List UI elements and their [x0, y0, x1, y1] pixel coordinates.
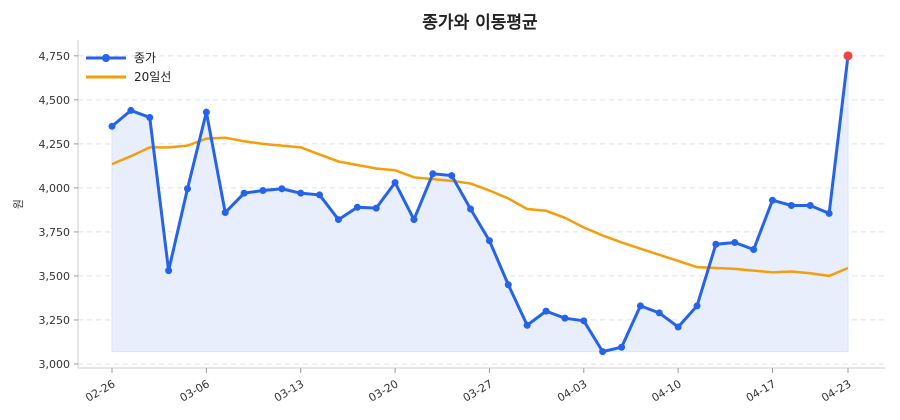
- x-tick-label: 03-06: [178, 377, 212, 404]
- x-tick-label: 04-17: [744, 377, 778, 404]
- x-tick-label: 04-10: [649, 377, 683, 404]
- close-marker: [448, 172, 456, 180]
- x-ticks: 02-26 03-06 03-13 03-20 03-27 04-03 04-10 04-17…: [83, 368, 854, 405]
- x-tick-label: 03-20: [366, 377, 400, 404]
- close-marker: [542, 307, 550, 315]
- close-marker: [165, 267, 173, 275]
- close-marker: [636, 302, 644, 310]
- close-marker: [316, 191, 324, 199]
- close-marker: [825, 209, 833, 217]
- close-marker: [561, 314, 569, 322]
- y-tick-label: 3,250: [39, 314, 71, 327]
- y-tick-label: 4,750: [39, 50, 71, 63]
- y-tick-label: 4,500: [39, 94, 71, 107]
- close-marker: [240, 189, 248, 197]
- legend-ma-label: 20일선: [134, 70, 171, 84]
- y-axis-label: 원: [12, 199, 25, 209]
- legend-close-marker: [102, 54, 110, 62]
- x-tick-label: 03-27: [461, 377, 495, 404]
- close-marker: [523, 321, 531, 329]
- y-tick-label: 4,000: [39, 182, 71, 195]
- close-marker: [183, 185, 191, 193]
- series-lines: [111, 55, 850, 354]
- y-tick-label: 4,250: [39, 138, 71, 151]
- close-marker: [750, 246, 758, 254]
- close-marker: [202, 108, 210, 116]
- close-marker: [108, 122, 116, 130]
- close-marker: [806, 201, 814, 209]
- x-tick-label: 04-03: [555, 377, 589, 404]
- close-marker: [618, 343, 626, 351]
- close-marker: [787, 201, 795, 209]
- legend-close-label: 종가: [134, 51, 156, 65]
- close-marker: [580, 317, 588, 325]
- close-marker: [769, 196, 777, 204]
- y-ticks: 3,000 3,250 3,500 3,750 4,000 4,250 4,500 4,750: [39, 50, 78, 371]
- close-marker: [146, 113, 154, 121]
- x-tick-label: 04-23: [819, 377, 853, 404]
- close-line: [111, 55, 850, 354]
- legend: 종가 20일선: [86, 51, 171, 84]
- x-tick-label: 03-13: [272, 377, 306, 404]
- axes: [77, 40, 885, 369]
- close-marker: [429, 170, 437, 178]
- close-marker: [712, 240, 720, 248]
- last-close-marker: [843, 51, 853, 61]
- close-marker: [655, 309, 663, 317]
- chart-title: 종가와 이동평균: [422, 13, 538, 33]
- close-marker: [221, 209, 229, 217]
- ma20-line: [111, 136, 849, 278]
- close-marker: [599, 348, 607, 356]
- close-marker: [127, 106, 135, 114]
- y-tick-label: 3,000: [39, 358, 71, 371]
- close-marker: [693, 302, 701, 310]
- y-tick-label: 3,500: [39, 270, 71, 283]
- close-marker: [504, 281, 512, 289]
- x-tick-label: 02-26: [83, 377, 117, 404]
- close-marker: [485, 237, 493, 245]
- close-marker: [278, 185, 286, 193]
- close-marker: [467, 205, 475, 213]
- close-marker: [259, 187, 267, 195]
- close-marker: [353, 203, 361, 211]
- close-marker: [297, 189, 305, 197]
- close-marker: [410, 216, 418, 224]
- close-marker: [334, 216, 342, 224]
- close-marker: [391, 179, 399, 187]
- close-marker: [731, 238, 739, 246]
- close-markers: [108, 51, 853, 356]
- y-tick-label: 3,750: [39, 226, 71, 239]
- close-marker: [372, 204, 380, 212]
- close-marker: [674, 323, 682, 331]
